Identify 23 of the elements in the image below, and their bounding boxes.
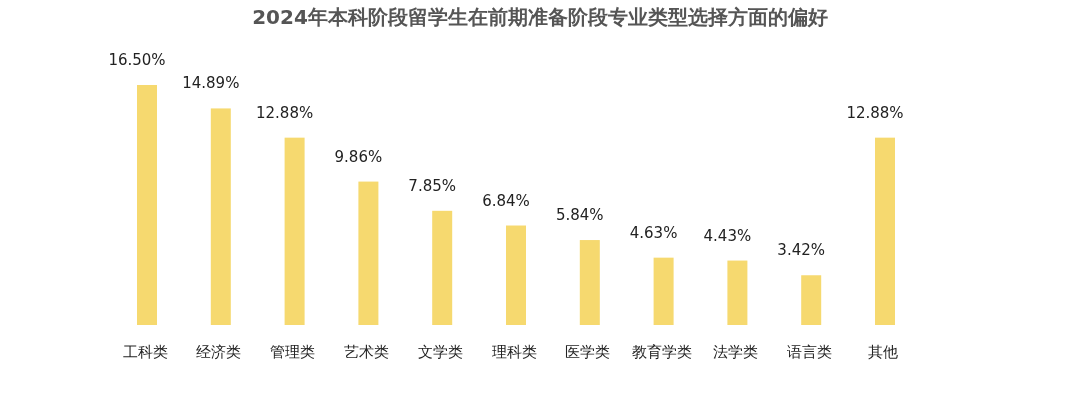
data-label: 16.50% — [108, 51, 166, 69]
data-label: 7.85% — [408, 176, 457, 195]
data-label: 9.86% — [334, 147, 383, 166]
data-label: 12.88% — [256, 103, 314, 122]
data-label: 14.89% — [182, 74, 240, 93]
chart-title: 2024年本科阶段留学生在前期准备阶段专业类型选择方面的偏好 — [252, 5, 828, 29]
x-tick-label: 工科类 — [122, 343, 168, 361]
data-label: 5.84% — [555, 206, 604, 225]
x-tick-label: 教育学类 — [631, 343, 692, 361]
data-label: 3.42% — [777, 241, 826, 260]
data-label: 6.84% — [482, 191, 530, 210]
x-tick-label: 其他 — [868, 343, 898, 361]
x-tick-label: 经济类 — [196, 343, 242, 361]
x-tick-label: 医学类 — [565, 343, 611, 361]
x-tick-label: 理科类 — [491, 343, 537, 361]
x-tick-label: 法学类 — [712, 343, 758, 361]
x-tick-label: 管理类 — [270, 343, 316, 361]
data-label: 4.43% — [703, 226, 752, 245]
x-tick-label: 文学类 — [417, 343, 463, 361]
x-tick-label: 语言类 — [786, 343, 832, 361]
data-label: 12.88% — [846, 103, 904, 122]
x-tick-label: 艺术类 — [343, 343, 389, 361]
data-label: 4.63% — [629, 223, 678, 242]
